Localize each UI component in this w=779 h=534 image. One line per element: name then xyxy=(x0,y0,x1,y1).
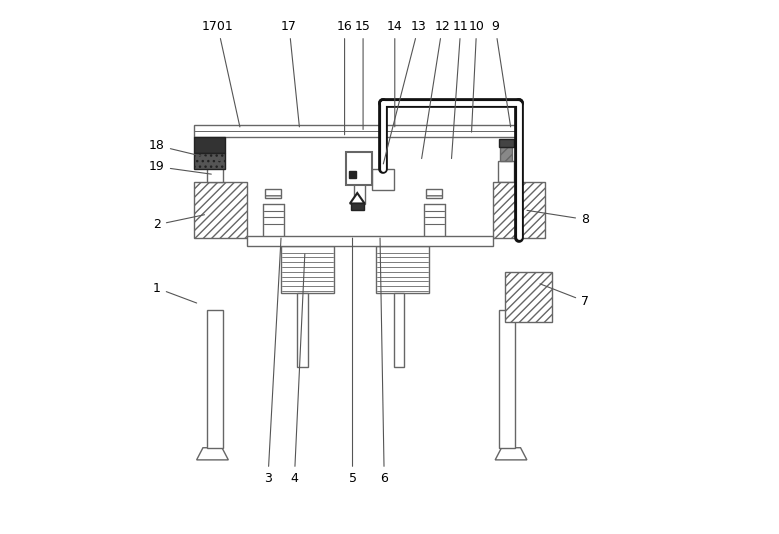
Bar xyxy=(349,171,356,178)
Text: 16: 16 xyxy=(337,20,352,135)
Bar xyxy=(194,125,519,137)
Bar xyxy=(505,272,552,323)
Bar xyxy=(297,293,308,367)
Bar xyxy=(266,189,281,198)
Text: 4: 4 xyxy=(291,254,305,485)
Bar xyxy=(393,293,404,367)
Bar xyxy=(207,310,223,447)
Bar xyxy=(499,310,515,447)
Text: 2: 2 xyxy=(153,215,204,231)
Text: 13: 13 xyxy=(383,20,426,164)
Bar xyxy=(210,146,221,161)
Text: 17: 17 xyxy=(281,20,299,127)
Text: 1: 1 xyxy=(153,281,196,303)
Bar xyxy=(346,152,372,185)
Text: 18: 18 xyxy=(149,139,220,161)
Bar xyxy=(351,203,364,210)
Text: 19: 19 xyxy=(149,160,211,174)
Bar xyxy=(376,246,429,293)
Bar xyxy=(194,153,224,169)
Text: 15: 15 xyxy=(355,20,371,129)
Text: 7: 7 xyxy=(540,284,589,308)
Bar xyxy=(247,237,492,246)
Bar xyxy=(372,169,393,191)
Text: 5: 5 xyxy=(348,238,357,485)
Polygon shape xyxy=(350,193,365,203)
Text: 1701: 1701 xyxy=(202,20,240,127)
Bar xyxy=(498,161,513,183)
Polygon shape xyxy=(196,447,228,460)
Bar xyxy=(281,246,334,293)
Bar xyxy=(207,161,223,183)
Text: 10: 10 xyxy=(469,20,485,132)
Text: 3: 3 xyxy=(264,238,281,485)
Text: 11: 11 xyxy=(452,20,469,159)
Polygon shape xyxy=(495,447,527,460)
Text: 14: 14 xyxy=(387,20,403,127)
Bar xyxy=(194,137,224,153)
Bar xyxy=(194,183,247,238)
Text: 12: 12 xyxy=(421,20,450,159)
Bar xyxy=(492,183,545,238)
Bar xyxy=(499,139,513,146)
Text: 9: 9 xyxy=(492,20,510,127)
Bar xyxy=(500,146,512,161)
Bar xyxy=(208,139,223,146)
Bar xyxy=(426,189,442,198)
Bar xyxy=(354,175,365,203)
Text: 8: 8 xyxy=(527,210,589,226)
Text: 6: 6 xyxy=(380,238,388,485)
